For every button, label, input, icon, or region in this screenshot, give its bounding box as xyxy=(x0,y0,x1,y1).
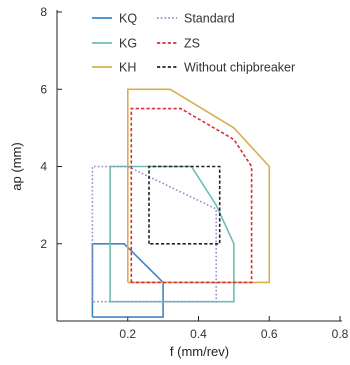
series-kg xyxy=(109,165,235,303)
x-axis-title: f (mm/rev) xyxy=(170,344,229,359)
series-group xyxy=(91,88,271,318)
legend-label: KG xyxy=(119,37,137,51)
y-tick-label: 8 xyxy=(40,5,47,19)
series-zs xyxy=(130,107,253,284)
series-kh xyxy=(127,88,271,284)
y-tick-label: 2 xyxy=(40,237,47,251)
legend-label: KQ xyxy=(119,12,137,26)
y-tick-label: 6 xyxy=(40,82,47,96)
x-tick-label: 0.2 xyxy=(119,327,136,341)
legend-label: Without chipbreaker xyxy=(184,61,295,75)
tick-group: 0.2 0.4 0.6 0.8 2 4 6 8 xyxy=(40,5,348,341)
y-axis-title: ap (mm) xyxy=(9,142,24,190)
series-standard xyxy=(91,165,217,303)
x-tick-label: 0.8 xyxy=(332,327,349,341)
legend: KQ KG KH Standard ZS Without chipbreaker xyxy=(92,12,295,75)
y-tick-label: 4 xyxy=(40,160,47,174)
series-without-chipbreaker xyxy=(148,165,221,245)
legend-label: Standard xyxy=(184,12,235,26)
x-tick-label: 0.4 xyxy=(190,327,207,341)
legend-label: ZS xyxy=(184,37,200,51)
legend-label: KH xyxy=(119,61,136,75)
x-tick-label: 0.6 xyxy=(261,327,278,341)
